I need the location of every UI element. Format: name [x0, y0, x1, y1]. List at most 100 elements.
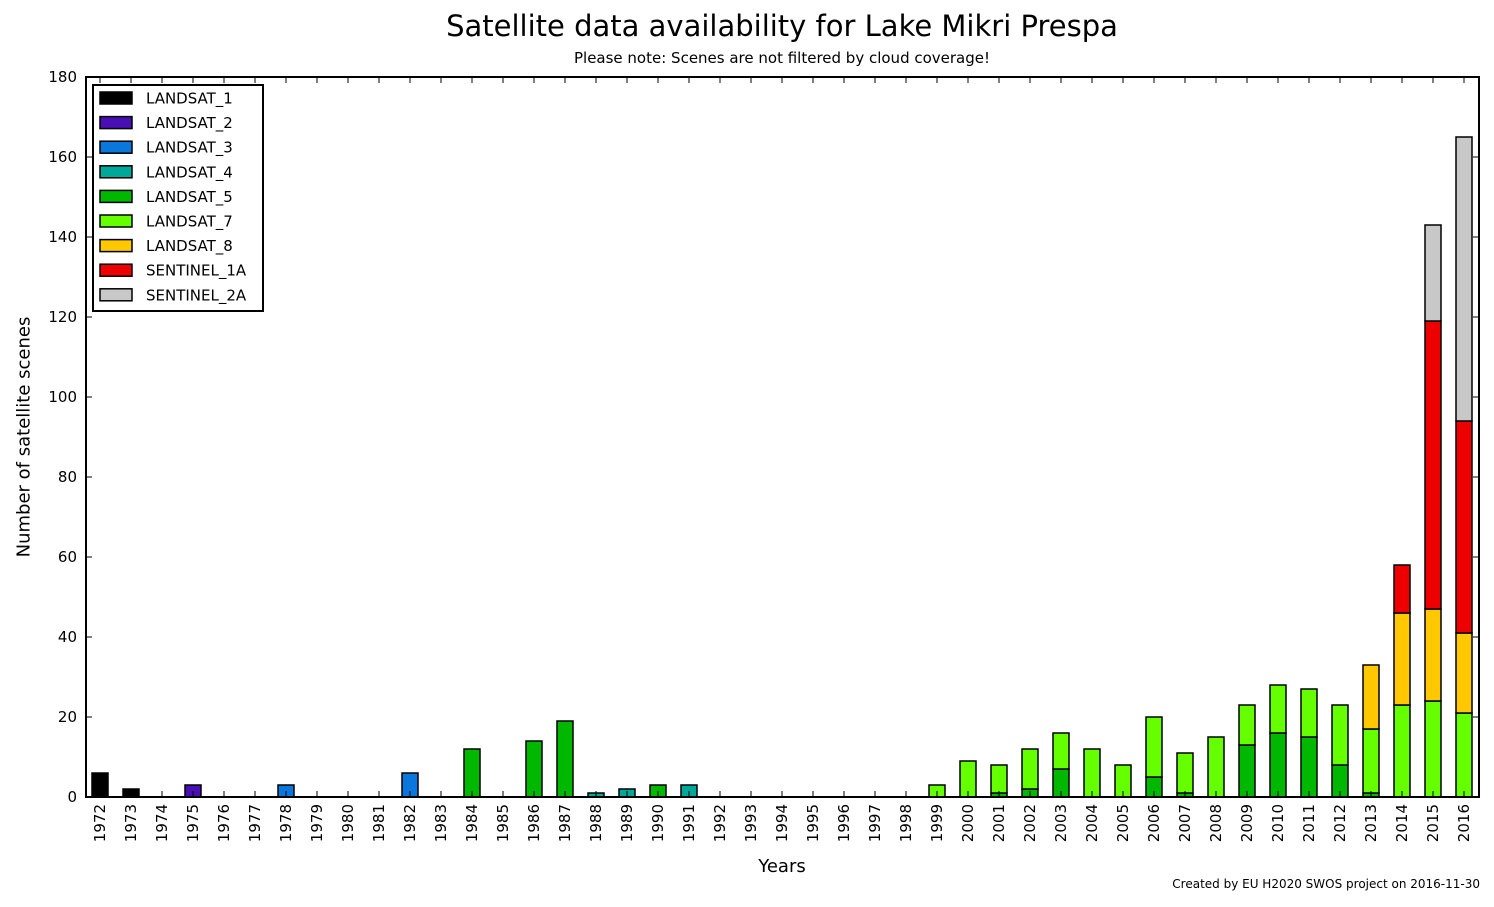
- legend-label-landsat_5: LANDSAT_5: [146, 188, 233, 207]
- bar-landsat_8-2016: [1455, 632, 1473, 714]
- bar-landsat_7-2014: [1393, 704, 1411, 798]
- x-tick-label-2008: 2008: [1207, 804, 1225, 842]
- legend-swatch-landsat_5: [99, 189, 133, 204]
- bar-landsat_7-2008: [1207, 736, 1225, 798]
- x-tick-label-2015: 2015: [1424, 804, 1442, 842]
- x-tick-label-1998: 1998: [897, 804, 915, 842]
- x-tick-label-2001: 2001: [990, 804, 1008, 842]
- bar-landsat_7-2015: [1424, 700, 1442, 798]
- x-tick-label-1975: 1975: [184, 804, 202, 842]
- x-tick-label-1999: 1999: [928, 804, 946, 842]
- x-tick-label-1972: 1972: [91, 804, 109, 842]
- x-tick-label-1992: 1992: [711, 804, 729, 842]
- bar-landsat_7-2004: [1083, 748, 1101, 798]
- x-tick-label-1983: 1983: [432, 804, 450, 842]
- x-tick-label-1976: 1976: [215, 804, 233, 842]
- chart-subtitle: Please note: Scenes are not filtered by …: [573, 49, 991, 67]
- bar-landsat_8-2015: [1424, 608, 1442, 702]
- bar-landsat_7-2002: [1021, 748, 1039, 790]
- bar-landsat_7-2013: [1362, 728, 1380, 794]
- x-tick-label-2006: 2006: [1145, 804, 1163, 842]
- x-tick-label-2003: 2003: [1052, 804, 1070, 842]
- bar-landsat_7-2001: [990, 764, 1008, 794]
- bar-sentinel_1a-2015: [1424, 320, 1442, 610]
- bar-landsat_7-2012: [1331, 704, 1349, 766]
- x-tick-label-1986: 1986: [525, 804, 543, 842]
- x-tick-label-1989: 1989: [618, 804, 636, 842]
- x-tick-label-1982: 1982: [401, 804, 419, 842]
- x-tick-label-2013: 2013: [1362, 804, 1380, 842]
- x-tick-label-1981: 1981: [370, 804, 388, 842]
- bar-sentinel_1a-2014: [1393, 564, 1411, 614]
- bar-sentinel_1a-2016: [1455, 420, 1473, 634]
- legend-swatch-landsat_7: [99, 214, 133, 228]
- bar-landsat_7-2006: [1145, 716, 1163, 778]
- bar-landsat_8-2014: [1393, 612, 1411, 706]
- x-tick-label-1991: 1991: [680, 804, 698, 842]
- x-tick-label-2011: 2011: [1300, 804, 1318, 842]
- bar-landsat_5-1987: [556, 720, 574, 798]
- y-tick-label: 100: [48, 388, 77, 406]
- legend-label-landsat_3: LANDSAT_3: [146, 139, 233, 158]
- x-tick-label-1990: 1990: [649, 804, 667, 842]
- bar-sentinel_2a-2016: [1455, 136, 1473, 422]
- legend-label-landsat_7: LANDSAT_7: [146, 213, 233, 232]
- bar-landsat_5-2010: [1269, 732, 1287, 798]
- x-tick-label-2010: 2010: [1269, 804, 1287, 842]
- x-tick-label-2000: 2000: [959, 804, 977, 842]
- y-tick-label: 60: [58, 548, 77, 566]
- x-tick-label-1985: 1985: [494, 804, 512, 842]
- legend-label-landsat_1: LANDSAT_1: [146, 90, 233, 109]
- legend-swatch-landsat_3: [99, 140, 133, 154]
- x-axis-label: Years: [758, 856, 806, 877]
- bar-landsat_7-2010: [1269, 684, 1287, 734]
- bar-landsat_5-2009: [1238, 744, 1256, 798]
- legend-label-landsat_2: LANDSAT_2: [146, 114, 233, 133]
- legend-label-landsat_8: LANDSAT_8: [146, 237, 233, 256]
- x-tick-label-1994: 1994: [773, 804, 791, 842]
- legend-swatch-landsat_4: [99, 165, 133, 179]
- x-tick-label-1980: 1980: [339, 804, 357, 842]
- bar-landsat_5-1984: [463, 748, 481, 798]
- x-tick-label-2009: 2009: [1238, 804, 1256, 842]
- x-tick-label-1973: 1973: [122, 804, 140, 842]
- bar-landsat_8-2013: [1362, 664, 1380, 730]
- legend-swatch-landsat_2: [99, 115, 133, 130]
- x-tick-label-1996: 1996: [835, 804, 853, 842]
- y-tick-label: 40: [58, 628, 77, 646]
- x-tick-label-1974: 1974: [153, 804, 171, 842]
- chart-title: Satellite data availability for Lake Mik…: [446, 9, 1118, 43]
- bar-sentinel_2a-2015: [1424, 224, 1442, 322]
- y-tick-label: 120: [48, 308, 77, 326]
- x-tick-label-1988: 1988: [587, 804, 605, 842]
- bar-landsat_7-2003: [1052, 732, 1070, 770]
- x-tick-label-2012: 2012: [1331, 804, 1349, 842]
- legend-label-landsat_4: LANDSAT_4: [146, 163, 233, 182]
- legend-swatch-landsat_8: [99, 238, 133, 253]
- x-tick-label-1979: 1979: [308, 804, 326, 842]
- x-tick-label-2016: 2016: [1455, 804, 1473, 842]
- legend-swatch-sentinel_1a: [99, 263, 133, 277]
- x-tick-label-2005: 2005: [1114, 804, 1132, 842]
- x-tick-label-1995: 1995: [804, 804, 822, 842]
- x-tick-label-1984: 1984: [463, 804, 481, 842]
- legend-label-sentinel_2a: SENTINEL_2A: [146, 286, 247, 305]
- y-tick-label: 160: [48, 148, 77, 166]
- x-tick-label-2004: 2004: [1083, 804, 1101, 842]
- bar-landsat_7-2007: [1176, 752, 1194, 794]
- legend-swatch-sentinel_2a: [99, 288, 133, 302]
- y-tick-label: 80: [58, 468, 77, 486]
- x-tick-label-1987: 1987: [556, 804, 574, 842]
- legend-label-sentinel_1a: SENTINEL_1A: [146, 262, 247, 281]
- credit-annotation: Created by EU H2020 SWOS project on 2016…: [1172, 877, 1480, 891]
- bar-landsat_7-2016: [1455, 712, 1473, 798]
- x-tick-label-1978: 1978: [277, 804, 295, 842]
- y-tick-label: 180: [48, 68, 77, 86]
- x-tick-label-1977: 1977: [246, 804, 264, 842]
- y-tick-label: 20: [58, 708, 77, 726]
- y-tick-label: 140: [48, 228, 77, 246]
- x-tick-label-1997: 1997: [866, 804, 884, 842]
- y-tick-label: 0: [67, 788, 77, 806]
- x-tick-label-2007: 2007: [1176, 804, 1194, 842]
- bar-landsat_5-1986: [525, 740, 543, 798]
